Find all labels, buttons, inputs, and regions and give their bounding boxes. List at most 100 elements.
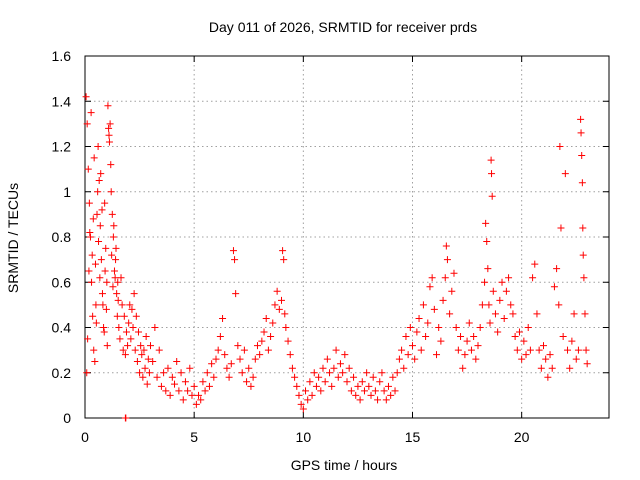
data-point [419, 301, 427, 309]
data-point [384, 382, 392, 390]
data-point [295, 391, 303, 399]
data-point [96, 222, 104, 230]
data-point [232, 290, 240, 298]
data-point [260, 328, 268, 336]
data-point [389, 373, 397, 381]
data-point [371, 387, 379, 395]
data-point [112, 244, 120, 252]
data-point [82, 93, 90, 101]
x-tick-label: 15 [405, 429, 421, 445]
data-point [330, 364, 338, 372]
data-point [83, 369, 91, 377]
data-point [553, 265, 561, 273]
data-point [417, 346, 425, 354]
data-point [339, 369, 347, 377]
data-point [398, 346, 406, 354]
data-point [116, 335, 124, 343]
data-point [428, 274, 436, 282]
data-point [502, 287, 510, 295]
data-point [243, 378, 251, 386]
data-point [535, 346, 543, 354]
data-point [155, 346, 163, 354]
data-point [380, 387, 388, 395]
data-point [111, 274, 119, 282]
data-point [454, 346, 462, 354]
data-point [350, 373, 358, 381]
data-point [317, 387, 325, 395]
data-point [101, 267, 109, 275]
data-point [130, 290, 138, 298]
data-point [105, 124, 113, 132]
data-point [126, 301, 134, 309]
data-point [302, 387, 310, 395]
data-point [107, 188, 115, 196]
data-point [369, 373, 377, 381]
data-point [487, 156, 495, 164]
data-point [98, 206, 106, 214]
data-point [231, 256, 239, 264]
data-point [435, 324, 443, 331]
data-point [557, 224, 565, 232]
data-point [132, 312, 140, 320]
data-point [166, 391, 174, 399]
data-point [376, 378, 384, 386]
data-point [441, 274, 449, 282]
data-point [281, 310, 289, 318]
data-point [86, 233, 94, 241]
data-point [358, 378, 366, 386]
data-point [142, 333, 150, 341]
data-point [91, 357, 99, 365]
data-point [86, 228, 94, 236]
data-point [520, 337, 528, 345]
data-point [513, 346, 521, 354]
data-point [580, 274, 588, 282]
data-point [88, 278, 96, 286]
data-point [138, 351, 146, 359]
data-point [505, 274, 513, 282]
x-axis-label: GPS time / hours [291, 457, 398, 473]
data-point [485, 301, 493, 309]
data-point [570, 310, 578, 318]
data-point [89, 215, 97, 223]
data-point [319, 364, 327, 372]
data-point [143, 380, 151, 388]
data-point [323, 355, 331, 363]
data-point [293, 382, 301, 390]
data-point [489, 287, 497, 295]
data-point [168, 373, 176, 381]
data-point [109, 283, 117, 291]
data-point [269, 319, 277, 327]
y-tick-label: 1 [63, 184, 71, 200]
data-point [459, 364, 467, 372]
data-point [559, 333, 567, 341]
data-point [352, 391, 360, 399]
data-point [110, 222, 118, 230]
x-tick-label: 0 [81, 429, 89, 445]
data-point [526, 346, 534, 354]
data-point [171, 380, 179, 388]
data-point [98, 290, 106, 298]
data-point [442, 242, 450, 250]
data-point [249, 373, 257, 381]
data-point [546, 351, 554, 359]
data-point [118, 301, 126, 309]
data-point [227, 360, 235, 368]
data-point [579, 224, 587, 232]
data-point [93, 210, 101, 218]
data-point [173, 357, 181, 365]
data-point [153, 373, 161, 381]
y-tick-label: 0.8 [52, 229, 72, 245]
data-point [192, 400, 200, 408]
data-point [91, 260, 99, 268]
data-point [461, 351, 469, 359]
data-point [89, 312, 97, 320]
data-point [304, 396, 312, 404]
data-point [129, 324, 137, 331]
data-point [367, 391, 375, 399]
data-point [509, 310, 517, 318]
data-point [112, 256, 120, 264]
data-point [574, 346, 582, 354]
data-point [496, 296, 504, 304]
data-point [347, 387, 355, 395]
data-point [312, 382, 320, 390]
